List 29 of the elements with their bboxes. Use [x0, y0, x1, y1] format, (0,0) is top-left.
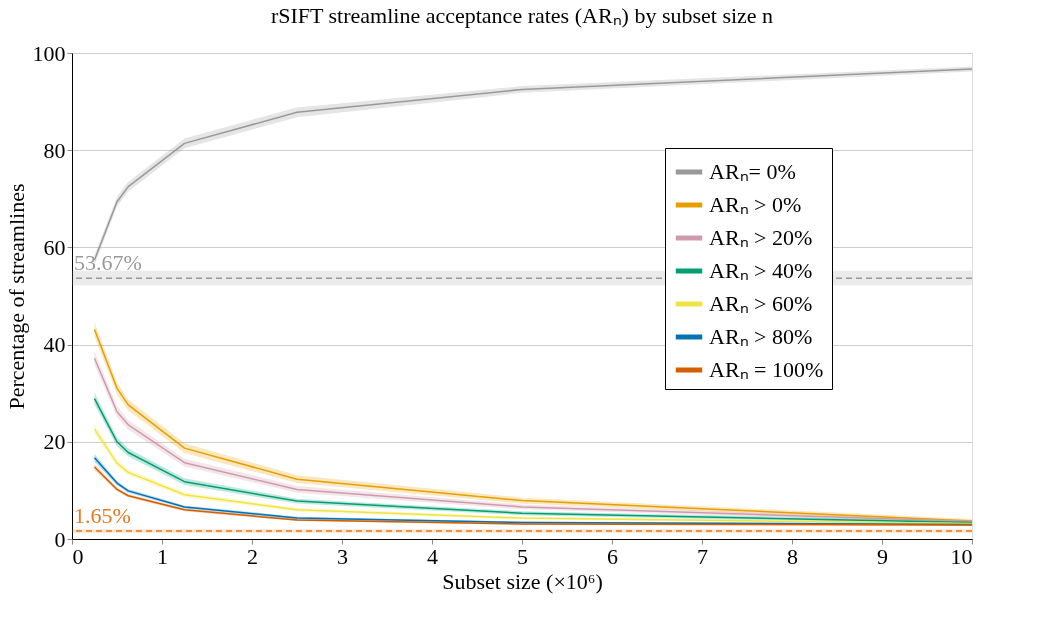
x-tick-label: 3: [337, 543, 348, 569]
x-tick-label: 10: [950, 543, 973, 569]
y-tick-label: 20: [43, 429, 66, 455]
x-tick-label: 9: [877, 543, 888, 569]
x-axis-title: Subset size (×10⁶): [442, 568, 603, 594]
legend-label: ARₙ > 20%: [709, 225, 813, 250]
legend-label: ARₙ > 0%: [709, 192, 802, 217]
ref-line-label: 1.65%: [74, 502, 131, 528]
y-axis-title: Percentage of streamlines: [3, 183, 29, 410]
y-tick-label: 60: [43, 234, 66, 260]
x-tick-label: 5: [517, 543, 528, 569]
x-tick-label: 4: [427, 543, 438, 569]
x-tick-label: 6: [607, 543, 618, 569]
y-tick-label: 40: [43, 332, 66, 358]
legend-label: ARₙ = 100%: [709, 357, 824, 382]
x-tick-label: 8: [787, 543, 798, 569]
x-tick-label: 2: [247, 543, 258, 569]
legend-label: ARₙ > 40%: [709, 258, 813, 283]
x-tick-label: 0: [72, 543, 84, 569]
x-tick-label: 1: [157, 543, 168, 569]
legend-label: ARₙ > 80%: [709, 324, 813, 349]
legend-label: ARₙ= 0%: [709, 159, 796, 184]
y-tick-label: 80: [43, 137, 66, 163]
x-tick-label: 7: [697, 543, 708, 569]
y-tick-label: 0: [54, 526, 66, 552]
ref-line-label: 53.67%: [74, 250, 142, 276]
chart-title: rSIFT streamline acceptance rates (ARₙ) by subset size n: [270, 3, 774, 28]
legend-label: ARₙ > 60%: [709, 291, 813, 316]
y-tick-label: 100: [32, 40, 66, 66]
